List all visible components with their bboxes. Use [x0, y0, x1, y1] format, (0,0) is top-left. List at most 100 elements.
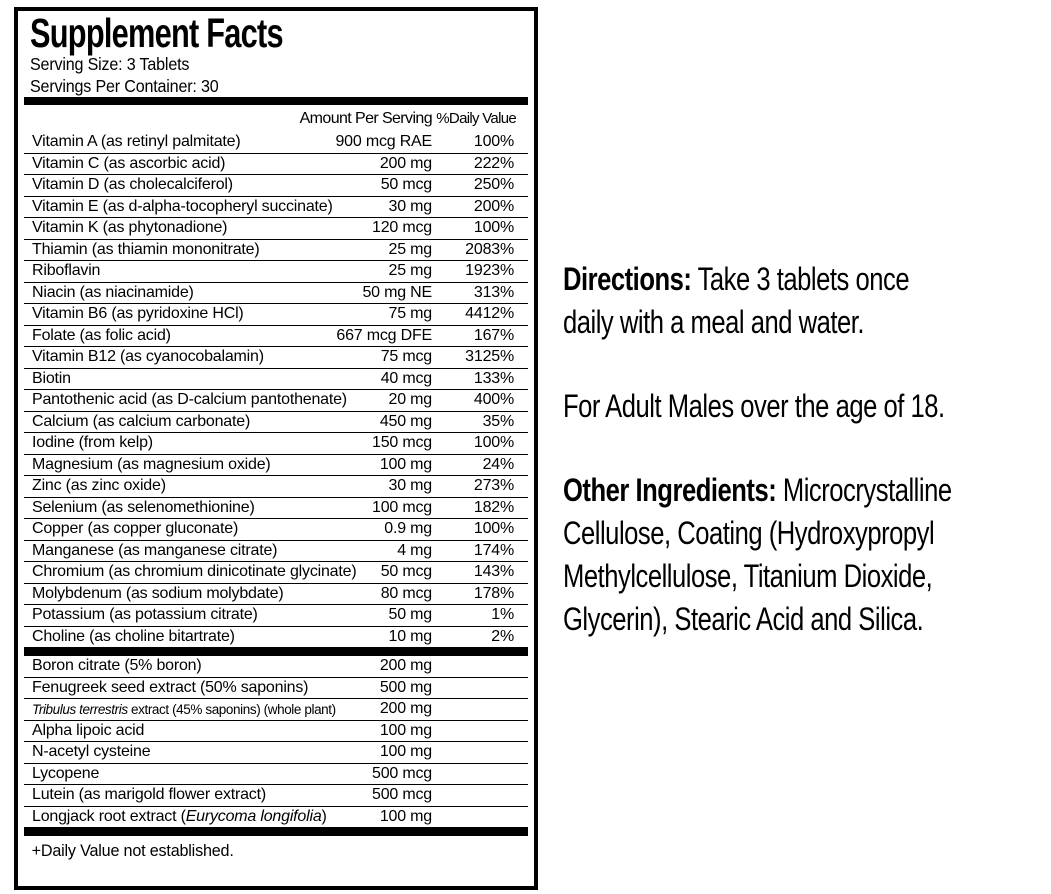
nutrient-row: Longjack root extract (Eurycoma longifol…	[24, 806, 528, 827]
nutrient-amount: 4 mg	[282, 540, 432, 562]
nutrient-amount: 100 mcg	[282, 497, 432, 519]
nutrient-row: Vitamin B6 (as pyridoxine HCl) 75 mg 4412%	[24, 303, 528, 326]
nutrient-name: Pantothenic acid (as D-calcium pantothen…	[24, 389, 347, 412]
nutrient-amount: 100 mg	[282, 454, 432, 476]
nutrient-row: Manganese (as manganese citrate) 4 mg 174%	[24, 540, 528, 562]
nutrient-daily-value: 2%	[491, 627, 514, 645]
other-ingredients-label: Other Ingredients:	[563, 472, 777, 508]
nutrient-daily-value: 133%	[432, 368, 528, 390]
nutrient-daily-value: 200%	[432, 196, 528, 218]
divider-thick-top	[24, 97, 528, 105]
nutrient-amount: 100 mg	[379, 807, 432, 825]
nutrient-daily-value	[432, 784, 528, 807]
nutrient-row: Calcium (as calcium carbonate) 450 mg 35%	[24, 411, 528, 433]
nutrient-amount: 100 mg	[282, 741, 432, 764]
nutrient-amount: 50 mcg	[282, 174, 432, 197]
nutrient-name: Longjack root extract (Eurycoma longifol…	[32, 807, 327, 825]
nutrient-daily-value: 143%	[432, 561, 528, 584]
nutrient-name: Thiamin (as thiamin mononitrate)	[24, 239, 282, 261]
servings-per-container: Servings Per Container: 30	[30, 76, 219, 96]
nutrient-name: Riboflavin	[24, 260, 282, 283]
nutrient-row: Vitamin D (as cholecalciferol) 50 mcg 250%	[24, 174, 528, 197]
nutrient-daily-value: 174%	[432, 540, 528, 562]
nutrient-daily-value: 35%	[432, 411, 528, 433]
column-header-spacer	[24, 105, 282, 132]
nutrient-row: Vitamin C (as ascorbic acid) 200 mg 222%	[24, 153, 528, 175]
adult-males-paragraph: For Adult Males over the age of 18.	[563, 385, 1051, 428]
adult-males-text: For Adult Males over the age of 18.	[563, 388, 945, 424]
nutrient-row: Biotin 40 mcg 133%	[24, 368, 528, 390]
nutrient-name: Vitamin B12 (as cyanocobalamin)	[24, 346, 282, 369]
nutrient-amount: 900 mcg RAE	[282, 132, 432, 154]
nutrient-row: Potassium (as potassium citrate) 50 mg 1%	[24, 604, 528, 627]
nutrient-daily-value: 273%	[432, 475, 528, 498]
nutrient-amount: 450 mg	[282, 411, 432, 433]
nutrient-amount: 120 mcg	[282, 217, 432, 240]
nutrient-name: Folate (as folic acid)	[24, 325, 282, 347]
nutrient-name: Choline (as choline bitartrate)	[32, 627, 235, 645]
column-header-daily-value: %Daily Value	[436, 110, 516, 127]
nutrient-row: Iodine (from kelp) 150 mcg 100%	[24, 432, 528, 455]
nutrient-amount: 75 mg	[282, 303, 432, 326]
nutrient-daily-value: 4412%	[432, 303, 528, 326]
nutrient-row: Fenugreek seed extract (50% saponins) 500…	[24, 677, 528, 699]
nutrient-name: N-acetyl cysteine	[24, 741, 282, 764]
nutrient-row: Zinc (as zinc oxide) 30 mg 273%	[24, 475, 528, 498]
nutrient-amount: 25 mg	[282, 260, 432, 283]
nutrient-name: Vitamin E (as d-alpha-tocopheryl succina…	[24, 196, 333, 218]
nutrient-row: Folate (as folic acid) 667 mcg DFE 167%	[24, 325, 528, 347]
nutrient-name: Selenium (as selenomethionine)	[24, 497, 282, 519]
nutrient-amount: 150 mcg	[282, 432, 432, 455]
nutrient-daily-value: 167%	[432, 325, 528, 347]
nutrient-name: Fenugreek seed extract (50% saponins)	[24, 677, 309, 699]
nutrient-name: Vitamin D (as cholecalciferol)	[24, 174, 282, 197]
nutrient-amount: 30 mg	[282, 475, 432, 498]
nutrient-daily-value: 250%	[432, 174, 528, 197]
nutrient-amount: 30 mg	[282, 196, 432, 218]
extra-ingredients-table: Boron citrate (5% boron) 200 mg Fenugreek …	[24, 656, 528, 827]
nutrient-row: Tribulus terrestris extract (45% saponin…	[24, 698, 528, 721]
directions-label: Directions:	[563, 261, 692, 297]
nutrient-name: Vitamin A (as retinyl palmitate)	[24, 132, 282, 154]
nutrient-name: Molybdenum (as sodium molybdate)	[24, 583, 284, 605]
nutrient-amount: 40 mcg	[282, 368, 432, 390]
nutrient-row: Copper (as copper gluconate) 0.9 mg 100%	[24, 518, 528, 541]
nutrient-daily-value: 1923%	[432, 260, 528, 283]
nutrient-row: Magnesium (as magnesium oxide) 100 mg 24%	[24, 454, 528, 476]
facts-header: Supplement Facts Serving Size: 3 Tablets…	[24, 11, 528, 97]
nutrient-amount: 50 mg NE	[282, 282, 432, 304]
nutrient-amount: 200 mg	[282, 153, 432, 175]
nutrient-row: Boron citrate (5% boron) 200 mg	[24, 656, 528, 678]
nutrient-row: Lutein (as marigold flower extract) 500 m…	[24, 784, 528, 807]
serving-size: Serving Size: 3 Tablets	[30, 54, 190, 74]
divider-thick-middle	[24, 647, 528, 656]
nutrient-daily-value	[432, 677, 528, 699]
nutrient-row: Riboflavin 25 mg 1923%	[24, 260, 528, 283]
nutrient-row: Niacin (as niacinamide) 50 mg NE 313%	[24, 282, 528, 304]
nutrient-row: Vitamin B12 (as cyanocobalamin) 75 mcg 312…	[24, 346, 528, 369]
main-nutrients-table: Vitamin A (as retinyl palmitate) 900 mcg …	[24, 132, 528, 647]
nutrient-name: Magnesium (as magnesium oxide)	[24, 454, 282, 476]
nutrient-daily-value: 400%	[432, 389, 528, 412]
nutrient-row: Alpha lipoic acid 100 mg	[24, 720, 528, 742]
nutrient-name: Alpha lipoic acid	[24, 720, 282, 742]
nutrient-daily-value: 178%	[432, 583, 528, 605]
nutrient-daily-value	[432, 698, 528, 721]
nutrient-daily-value	[432, 763, 528, 785]
nutrient-name: Copper (as copper gluconate)	[24, 518, 282, 541]
nutrient-amount: 200 mg	[282, 656, 432, 678]
nutrient-row: Chromium (as chromium dinicotinate glyci…	[24, 561, 528, 584]
nutrient-row: Thiamin (as thiamin mononitrate) 25 mg 208…	[24, 239, 528, 261]
nutrient-name: Boron citrate (5% boron)	[24, 656, 282, 678]
nutrient-row: Vitamin A (as retinyl palmitate) 900 mcg …	[24, 132, 528, 154]
nutrient-amount: 500 mcg	[282, 784, 432, 807]
nutrient-daily-value: 222%	[432, 153, 528, 175]
nutrient-row: Pantothenic acid (as D-calcium pantothen…	[24, 389, 528, 412]
nutrient-name: Chromium (as chromium dinicotinate glyci…	[24, 561, 357, 584]
nutrient-amount: 10 mg	[388, 627, 433, 645]
supplement-facts-label: Supplement Facts Serving Size: 3 Tablets…	[14, 7, 538, 890]
nutrient-daily-value: 100%	[432, 432, 528, 455]
nutrient-name: Tribulus terrestris extract (45% saponin…	[24, 698, 336, 721]
nutrient-daily-value: 182%	[432, 497, 528, 519]
nutrient-daily-value	[432, 741, 528, 764]
